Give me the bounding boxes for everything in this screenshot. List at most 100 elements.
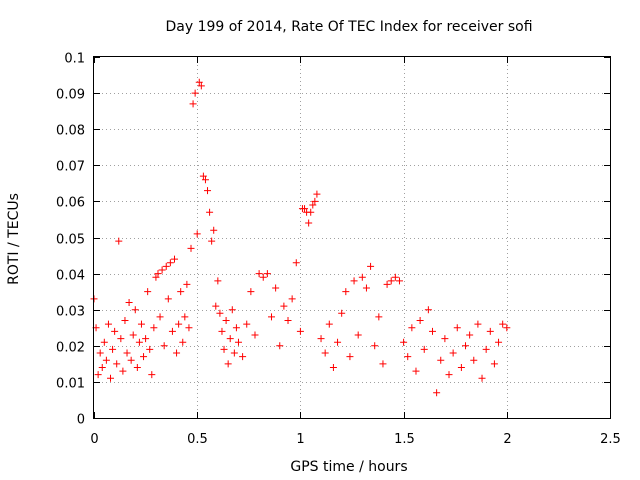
data-point [94, 371, 102, 379]
data-point [226, 335, 234, 343]
data-point [164, 295, 172, 303]
data-point [383, 280, 391, 288]
data-point [119, 367, 127, 375]
grid-lines [94, 57, 610, 418]
data-point [193, 230, 201, 238]
data-point [135, 338, 143, 346]
data-point [234, 338, 242, 346]
data-point [243, 320, 251, 328]
data-point [433, 389, 441, 397]
data-point [158, 266, 166, 274]
data-point [284, 317, 292, 325]
data-point [503, 324, 511, 332]
x-tick-label: 2 [503, 432, 511, 447]
data-point [98, 363, 106, 371]
data-point [179, 338, 187, 346]
y-tick-label: 0.07 [56, 160, 85, 175]
data-point [350, 277, 358, 285]
data-point [197, 82, 205, 90]
data-point [148, 371, 156, 379]
data-point [113, 360, 121, 368]
data-point [317, 335, 325, 343]
data-point [346, 353, 354, 361]
data-point [354, 331, 362, 339]
data-point [216, 309, 224, 317]
data-point [301, 205, 309, 213]
data-point [117, 335, 125, 343]
y-tick-label: 0.1 [64, 52, 85, 67]
data-point [268, 313, 276, 321]
data-point [424, 306, 432, 314]
data-point [107, 374, 115, 382]
data-point [150, 324, 158, 332]
data-point [387, 277, 395, 285]
data-point [168, 327, 176, 335]
data-point [466, 331, 474, 339]
data-point [212, 302, 220, 310]
data-point [142, 335, 150, 343]
y-tick-label: 0.06 [56, 196, 85, 211]
data-point [486, 327, 494, 335]
data-point [280, 302, 288, 310]
data-point [115, 237, 123, 245]
x-tick-label: 0.5 [187, 432, 208, 447]
data-point [189, 100, 197, 108]
data-point [224, 360, 232, 368]
data-point [181, 313, 189, 321]
data-point [195, 78, 203, 86]
data-point [199, 172, 207, 180]
data-point [251, 331, 259, 339]
data-point [228, 306, 236, 314]
data-point [495, 338, 503, 346]
data-point [441, 335, 449, 343]
data-point [131, 306, 139, 314]
data-points [90, 78, 511, 397]
data-point [100, 338, 108, 346]
data-point [185, 324, 193, 332]
x-tick-label: 1 [296, 432, 304, 447]
data-point [208, 237, 216, 245]
data-point [416, 317, 424, 325]
y-tick-label: 0.05 [56, 233, 85, 248]
data-point [104, 320, 112, 328]
data-point [152, 273, 160, 281]
data-point [177, 288, 185, 296]
y-tick-label: 0.02 [56, 341, 85, 356]
x-axis-label: GPS time / hours [290, 459, 407, 475]
data-point [206, 208, 214, 216]
data-point [311, 197, 319, 205]
data-point [220, 345, 228, 353]
data-point [395, 277, 403, 285]
data-point [305, 219, 313, 227]
x-tick-label: 1.5 [394, 432, 415, 447]
data-point [309, 201, 317, 209]
data-point [175, 320, 183, 328]
y-tick-label: 0.03 [56, 305, 85, 320]
data-point [445, 371, 453, 379]
data-point [173, 349, 181, 357]
data-point [96, 349, 104, 357]
data-point [232, 324, 240, 332]
data-point [329, 363, 337, 371]
data-point [449, 349, 457, 357]
data-point [210, 226, 218, 234]
data-point [162, 262, 170, 270]
data-point [123, 349, 131, 357]
data-point [218, 327, 226, 335]
data-point [129, 331, 137, 339]
data-point [321, 349, 329, 357]
data-point [325, 320, 333, 328]
data-point [255, 270, 263, 278]
y-tick-label: 0.09 [56, 88, 85, 103]
data-point [412, 367, 420, 375]
data-point [334, 338, 342, 346]
data-point [428, 327, 436, 335]
data-point [358, 273, 366, 281]
data-point [375, 313, 383, 321]
data-point [474, 320, 482, 328]
data-point [156, 313, 164, 321]
data-point [109, 345, 117, 353]
data-point [137, 320, 145, 328]
data-point [127, 356, 135, 364]
